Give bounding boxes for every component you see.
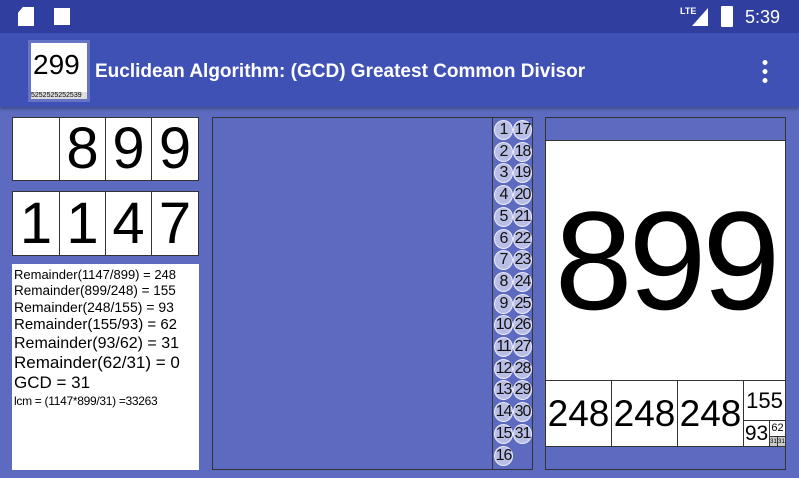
app-logo[interactable]: 299 5252525252539 (28, 40, 90, 102)
step-line: Remainder(899/248) = 155 (14, 282, 176, 298)
counter-circle: 26 (513, 315, 532, 336)
counter-circle: 5 (494, 206, 513, 227)
counter-circle: 15 (494, 423, 513, 444)
counter-circle: 10 (494, 315, 513, 336)
tile-62: 62 (769, 420, 786, 437)
big-square: 899 (545, 140, 786, 381)
first-number-panel[interactable]: 8 9 9 (12, 117, 199, 181)
digit-cell: 8 (59, 117, 106, 181)
more-vert-icon[interactable] (762, 58, 768, 84)
tile-248: 248 (677, 380, 744, 447)
digit-cell: 9 (151, 117, 199, 181)
counter-circle: 19 (513, 163, 532, 184)
counter-circle: 31 (513, 423, 532, 444)
app-toolbar: 299 5252525252539 Euclidean Algorithm: (… (0, 33, 799, 107)
counter-circle: 20 (513, 185, 532, 206)
status-bar: LTE 5:39 (0, 0, 799, 33)
step-line: Remainder(155/93) = 62 (14, 315, 178, 333)
counter-circle: 22 (513, 228, 532, 249)
step-line: Remainder(62/31) = 0 (14, 352, 180, 372)
logo-number: 299 (33, 49, 80, 80)
clock: 5:39 (745, 7, 781, 27)
counter-circle: 14 (494, 402, 513, 423)
step-line: Remainder(248/155) = 93 (14, 298, 174, 315)
network-type: LTE (680, 6, 697, 16)
counter-circle: 1 (494, 120, 513, 140)
digit-cell: 7 (151, 191, 199, 256)
counter-circle: 6 (494, 228, 513, 249)
gcd-result: GCD = 31 (14, 373, 91, 393)
digit-cell: 1 (12, 191, 60, 256)
counter-circle: 18 (513, 141, 532, 162)
counter-circle: 25 (513, 293, 532, 314)
step-line: Remainder(1147/899) = 248 (14, 267, 177, 282)
counter-circle: 7 (494, 250, 513, 271)
tile-248: 248 (545, 380, 612, 447)
steps-panel: Remainder(1147/899) = 248 Remainder(899/… (12, 264, 199, 470)
counter-circle: 8 (494, 271, 513, 292)
tile-31: 31 (777, 436, 786, 447)
counter-circle: 16 (494, 445, 513, 466)
lcm-result: lcm = (1147*899/31) =33263 (14, 393, 158, 408)
counter-circle: 12 (494, 358, 513, 379)
tile-93: 93 (743, 420, 770, 447)
counter-circle: 3 (494, 163, 513, 184)
tile-155: 155 (743, 380, 786, 421)
second-number-panel[interactable]: 1 1 4 7 (12, 191, 199, 256)
counter-circle: 9 (494, 293, 513, 314)
counter-circle: 4 (494, 185, 513, 206)
divider (492, 118, 493, 469)
counter-circle: 27 (513, 337, 532, 357)
animation-panel: 1 2 3 4 5 6 7 8 9 10 11 12 13 14 15 16 17 18 19 20 21 22 23 24 2… (212, 117, 533, 470)
counter-circle: 28 (513, 358, 532, 379)
counter-circle: 11 (494, 337, 513, 357)
counter-circle: 13 (494, 380, 513, 401)
step-line: Remainder(93/62) = 31 (14, 334, 179, 352)
app-title: Euclidean Algorithm: (GCD) Greatest Comm… (95, 61, 586, 82)
digit-cell: 1 (59, 191, 106, 256)
counter-circle: 2 (494, 141, 513, 162)
digit-cell (12, 117, 60, 181)
counter-circle: 23 (513, 250, 532, 271)
tile-248: 248 (611, 380, 678, 447)
counter-circle: 24 (513, 271, 532, 292)
logo-sub: 5252525252539 (31, 92, 87, 99)
sd-card-icon (18, 7, 34, 26)
digit-cell: 4 (105, 191, 152, 256)
counter-circle: 29 (513, 380, 532, 401)
digit-cell: 9 (105, 117, 152, 181)
app-a-icon (54, 8, 70, 25)
battery-charging-icon (721, 6, 733, 27)
counter-circle: 21 (513, 206, 532, 227)
counter-circle: 17 (513, 120, 532, 140)
tiling-panel: 899 248 248 248 155 93 62 31 31 (545, 117, 786, 470)
counter-circle: 30 (513, 402, 532, 423)
